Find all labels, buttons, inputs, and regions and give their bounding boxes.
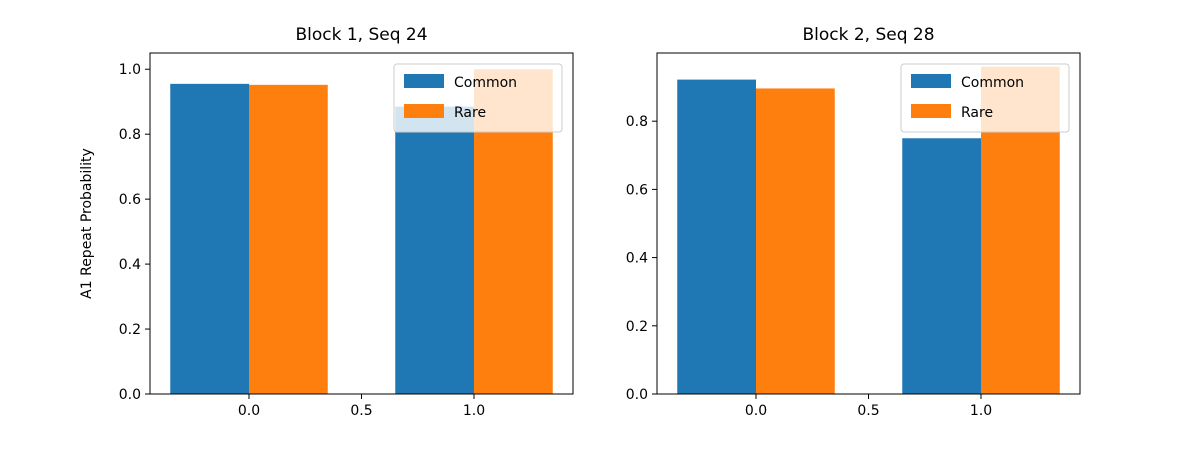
x-tick-label: 1.0 xyxy=(970,403,992,419)
bar-common-1 xyxy=(902,138,981,394)
y-axis-label: A1 Repeat Probability xyxy=(79,148,95,299)
y-tick-label: 0.0 xyxy=(626,387,648,403)
chart-title: Block 2, Seq 28 xyxy=(802,25,934,45)
bar-common-0 xyxy=(170,83,249,394)
bar-rare-0 xyxy=(249,84,328,394)
chart-panel-2: 0.0 0.5 1.0 0.0 0.2 0.4 0.6 0.8 Block 2, Seq 28 C… xyxy=(626,25,1081,419)
y-tick-label: 0.2 xyxy=(626,319,648,335)
chart-panel-1: 0.0 0.5 1.0 0.0 0.2 0.4 0.6 0.8 1.0 Block 1, Seq … xyxy=(79,25,574,419)
x-tick-label: 0.0 xyxy=(238,403,260,419)
y-tick-label: 0.6 xyxy=(626,182,648,198)
x-tick-label: 1.0 xyxy=(463,403,485,419)
y-tick-label: 0.0 xyxy=(119,387,141,403)
y-tick-label: 0.2 xyxy=(119,322,141,338)
legend: Common Rare xyxy=(393,63,563,133)
y-tick-label: 1.0 xyxy=(119,62,141,78)
legend-swatch-common xyxy=(404,74,444,88)
y-tick-label: 0.8 xyxy=(119,127,141,143)
bar-common-1 xyxy=(395,106,474,394)
x-tick-label: 0.5 xyxy=(350,403,372,419)
x-tick-label: 0.5 xyxy=(857,403,879,419)
legend-label-common: Common xyxy=(454,75,517,91)
y-tick-label: 0.6 xyxy=(119,192,141,208)
y-tick-label: 0.8 xyxy=(626,114,648,130)
bar-rare-0 xyxy=(756,88,835,394)
legend-swatch-common xyxy=(911,74,951,88)
y-tick-label: 0.4 xyxy=(119,257,141,273)
legend-label-common: Common xyxy=(961,75,1024,91)
y-tick-label: 0.4 xyxy=(626,251,648,267)
legend-label-rare: Rare xyxy=(454,105,486,121)
bar-common-0 xyxy=(677,79,756,394)
legend-swatch-rare xyxy=(404,104,444,118)
legend: Common Rare xyxy=(900,63,1070,133)
legend-swatch-rare xyxy=(911,104,951,118)
chart-title: Block 1, Seq 24 xyxy=(295,25,427,45)
x-tick-label: 0.0 xyxy=(745,403,767,419)
legend-label-rare: Rare xyxy=(961,105,993,121)
